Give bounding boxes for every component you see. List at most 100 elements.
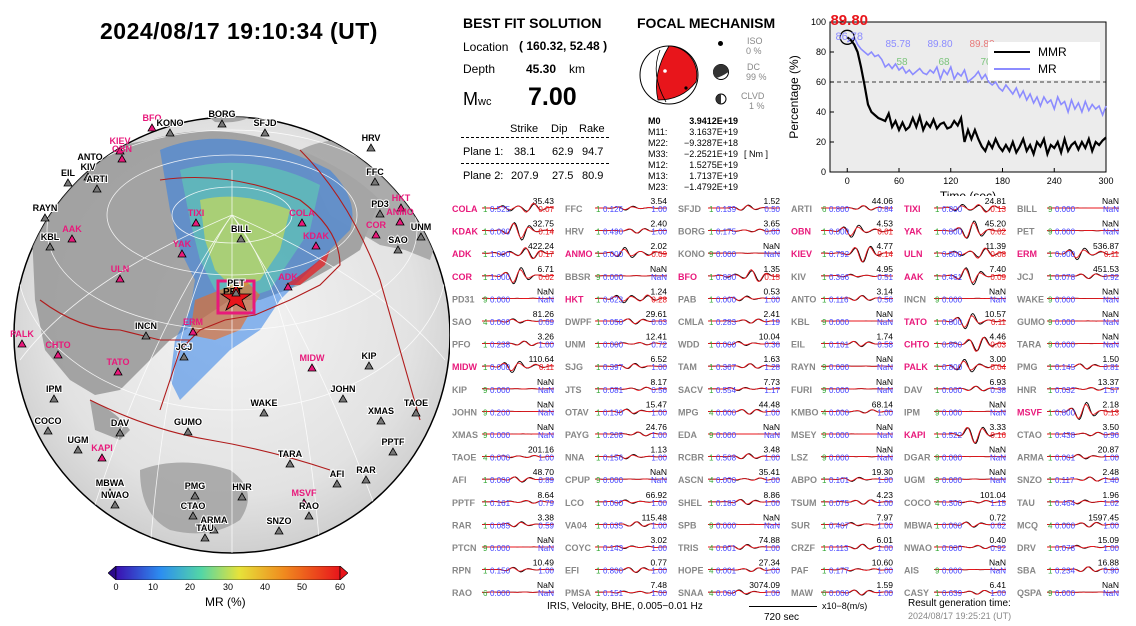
station-map-label[interactable]: PET (226, 277, 246, 289)
station-map-label[interactable]: SAO (387, 234, 409, 246)
station-trace[interactable]: BILL NaN 9 0.000 NaN (1017, 196, 1119, 214)
station-map-label[interactable]: HNR (231, 481, 253, 493)
station-trace[interactable]: RAO NaN 6 0.000 NaN (452, 580, 554, 598)
station-trace[interactable]: KIP NaN 9 0.000 NaN (452, 377, 554, 395)
station-map-label[interactable]: MIDW (300, 353, 325, 363)
station-trace[interactable]: KIEV 4.77 1 0.792 0.14 (791, 241, 894, 263)
station-trace[interactable]: MSEY NaN 9 0.000 NaN (791, 422, 893, 440)
station-trace[interactable]: COCO 101.04 4 0.300 1.15 (904, 490, 1007, 508)
station-trace[interactable]: KIV 4.95 1 0.366 0.51 (791, 264, 894, 282)
station-trace[interactable]: AFI 48.70 1 0.000 0.89 (452, 467, 555, 485)
station-map-label[interactable]: OBN (112, 144, 132, 154)
station-trace[interactable]: SHEL 8.86 1 0.183 1.00 (678, 490, 781, 508)
station-trace[interactable]: TSUM 4.23 1 0.075 1.00 (791, 490, 894, 508)
station-map-label[interactable]: TIXI (188, 208, 205, 218)
station-trace[interactable]: SACV 7.73 1 0.554 1.17 (678, 377, 781, 395)
station-trace[interactable]: TAOE 201.16 4 0.000 1.00 (452, 445, 555, 463)
station-trace[interactable]: JTS 8.17 1 0.081 0.56 (565, 377, 668, 395)
station-map-label[interactable]: ARTI (86, 173, 109, 185)
station-trace[interactable]: CTAO 3.50 1 0.438 0.96 (1017, 422, 1120, 440)
station-map-label[interactable]: INCN (134, 320, 158, 332)
station-trace[interactable]: RCBR 3.48 1 0.508 1.00 (678, 445, 781, 463)
station-trace[interactable]: KAPI 3.33 1 0.522 0.16 (904, 422, 1007, 444)
station-map-label[interactable]: COCO (34, 415, 63, 427)
station-trace[interactable]: EFI 0.77 1 0.800 1.00 (565, 558, 668, 576)
station-trace[interactable]: FFC 3.54 1 0.126 1.00 (565, 196, 668, 214)
station-map-label[interactable]: FFC (365, 166, 385, 178)
station-map-label[interactable]: GUMO (173, 416, 203, 428)
station-map-label[interactable]: CTAO (180, 500, 207, 512)
station-map-label[interactable]: BILL (230, 223, 252, 235)
station-trace[interactable]: OTAV 15.47 1 0.130 1.00 (565, 399, 668, 417)
station-trace[interactable]: DGAR NaN 9 0.000 NaN (904, 445, 1006, 463)
station-trace[interactable]: CMLA 2.41 1 0.283 1.19 (678, 309, 781, 327)
station-trace[interactable]: RAYN NaN 9 0.000 NaN (791, 354, 893, 372)
station-trace[interactable]: YAK 45.20 1 0.800 0.02 (904, 219, 1007, 239)
station-trace[interactable]: COLA 35.43 1 0.525 0.07 (452, 196, 555, 214)
station-trace[interactable]: KONO NaN 9 0.000 NaN (678, 241, 780, 259)
station-trace[interactable]: AAK 7.40 1 0.461 0.09 (904, 264, 1007, 286)
station-map-label[interactable]: ADK (278, 272, 298, 282)
station-map-label[interactable]: BFO (143, 113, 162, 123)
station-map-label[interactable]: PPTF (380, 436, 406, 448)
station-trace[interactable]: CRZF 6.01 1 0.113 1.00 (791, 535, 894, 553)
station-trace[interactable]: IPM NaN 9 0.000 NaN (904, 399, 1006, 417)
station-trace[interactable]: COR 6.71 1 1.000 0.02 (452, 264, 555, 285)
station-trace[interactable]: PALK 3.00 1 0.800 0.04 (904, 354, 1007, 373)
station-map-label[interactable]: UGM (67, 434, 90, 446)
station-trace[interactable]: ABPO 19.30 1 0.101 1.00 (791, 467, 894, 485)
station-trace[interactable]: ULN 11.39 1 0.800 0.08 (904, 241, 1007, 259)
station-trace[interactable]: JOHN NaN 9 0.200 NaN (452, 399, 554, 417)
station-trace[interactable]: HOPE 27.34 4 0.001 1.00 (678, 558, 781, 576)
station-map-label[interactable]: TAOE (403, 397, 429, 409)
station-trace[interactable]: MCQ 1597.45 4 0.000 1.00 (1017, 512, 1120, 530)
station-map-label[interactable]: SFJD (252, 117, 278, 129)
station-map-label[interactable]: TAU (195, 522, 215, 534)
station-trace[interactable]: SFJD 1.52 1 0.139 0.50 (678, 196, 781, 214)
station-map-label[interactable]: PMG (184, 480, 207, 492)
station-map-label[interactable]: RAYN (32, 202, 59, 214)
station-trace[interactable]: ASCN 35.41 4 0.000 1.00 (678, 467, 781, 485)
station-map-label[interactable]: IPM (45, 383, 63, 395)
station-map-label[interactable]: ANTO (76, 151, 103, 163)
station-trace[interactable]: CHTO 4.46 1 0.800 0.03 (904, 332, 1007, 352)
station-trace[interactable]: AIS NaN 9 0.000 NaN (904, 558, 1006, 576)
station-map-label[interactable]: YAK (173, 239, 192, 249)
station-map-label[interactable]: MSVF (291, 488, 317, 498)
station-trace[interactable]: BBSR NaN 9 0.000 NaN (565, 264, 667, 282)
station-map-label[interactable]: TATO (107, 357, 130, 367)
station-trace[interactable]: SBA 16.88 1 0.234 0.90 (1017, 558, 1120, 576)
station-map-label[interactable]: TARA (277, 448, 304, 460)
station-map-label[interactable]: KBL (40, 231, 61, 243)
station-map-label[interactable]: COR (366, 220, 387, 230)
station-trace[interactable]: ERM 536.87 1 0.000 0.11 (1017, 241, 1120, 261)
station-trace[interactable]: DRV 15.09 1 0.078 1.00 (1017, 535, 1120, 553)
station-trace[interactable]: LCO 66.92 1 0.000 1.00 (565, 490, 668, 508)
station-trace[interactable]: KBL NaN 9 0.000 NaN (791, 309, 893, 327)
station-map-label[interactable]: HRV (361, 132, 382, 144)
station-trace[interactable]: KDAK 32.75 1 0.000 0.14 (452, 219, 555, 241)
station-map-label[interactable]: RAR (355, 464, 377, 476)
station-trace[interactable]: CASY 6.41 1 0.639 1.00 (904, 580, 1007, 598)
station-map-label[interactable]: COLA (289, 208, 315, 218)
station-map-label[interactable]: XMAS (367, 405, 395, 417)
station-trace[interactable]: LSZ NaN 9 0.000 NaN (791, 445, 893, 463)
station-trace[interactable]: ANMO 2.02 1 0.000 0.09 (565, 241, 668, 259)
station-trace[interactable]: PAB 0.53 1 0.000 1.00 (678, 286, 781, 304)
station-trace[interactable]: INCN NaN 9 0.000 NaN (904, 286, 1006, 304)
station-trace[interactable]: TARA NaN 9 0.000 NaN (1017, 332, 1119, 350)
station-trace[interactable]: VA04 115.48 1 0.035 1.00 (565, 512, 668, 530)
station-map-label[interactable]: KIV (79, 161, 96, 173)
station-trace[interactable]: PAF 10.60 1 0.177 1.00 (791, 558, 894, 576)
station-trace[interactable]: MBWA 0.72 1 0.000 0.62 (904, 512, 1007, 530)
station-trace[interactable]: NWAO 0.40 1 0.000 0.92 (904, 535, 1007, 553)
station-trace[interactable]: TRIS 74.88 4 0.001 1.00 (678, 535, 781, 553)
station-map-label[interactable]: PALK (10, 329, 34, 339)
station-trace[interactable]: COYC 3.02 1 0.143 1.00 (565, 535, 668, 553)
station-trace[interactable]: TAU 1.96 1 0.464 1.02 (1017, 490, 1120, 508)
station-trace[interactable]: PMG 1.50 1 0.145 0.81 (1017, 354, 1120, 372)
station-map-label[interactable]: SNZO (265, 515, 292, 527)
station-map-label[interactable]: EIL (60, 167, 77, 179)
station-trace[interactable]: SAO 81.26 4 0.000 0.69 (452, 309, 555, 327)
station-trace[interactable]: NNA 1.13 1 0.156 1.00 (565, 445, 668, 463)
